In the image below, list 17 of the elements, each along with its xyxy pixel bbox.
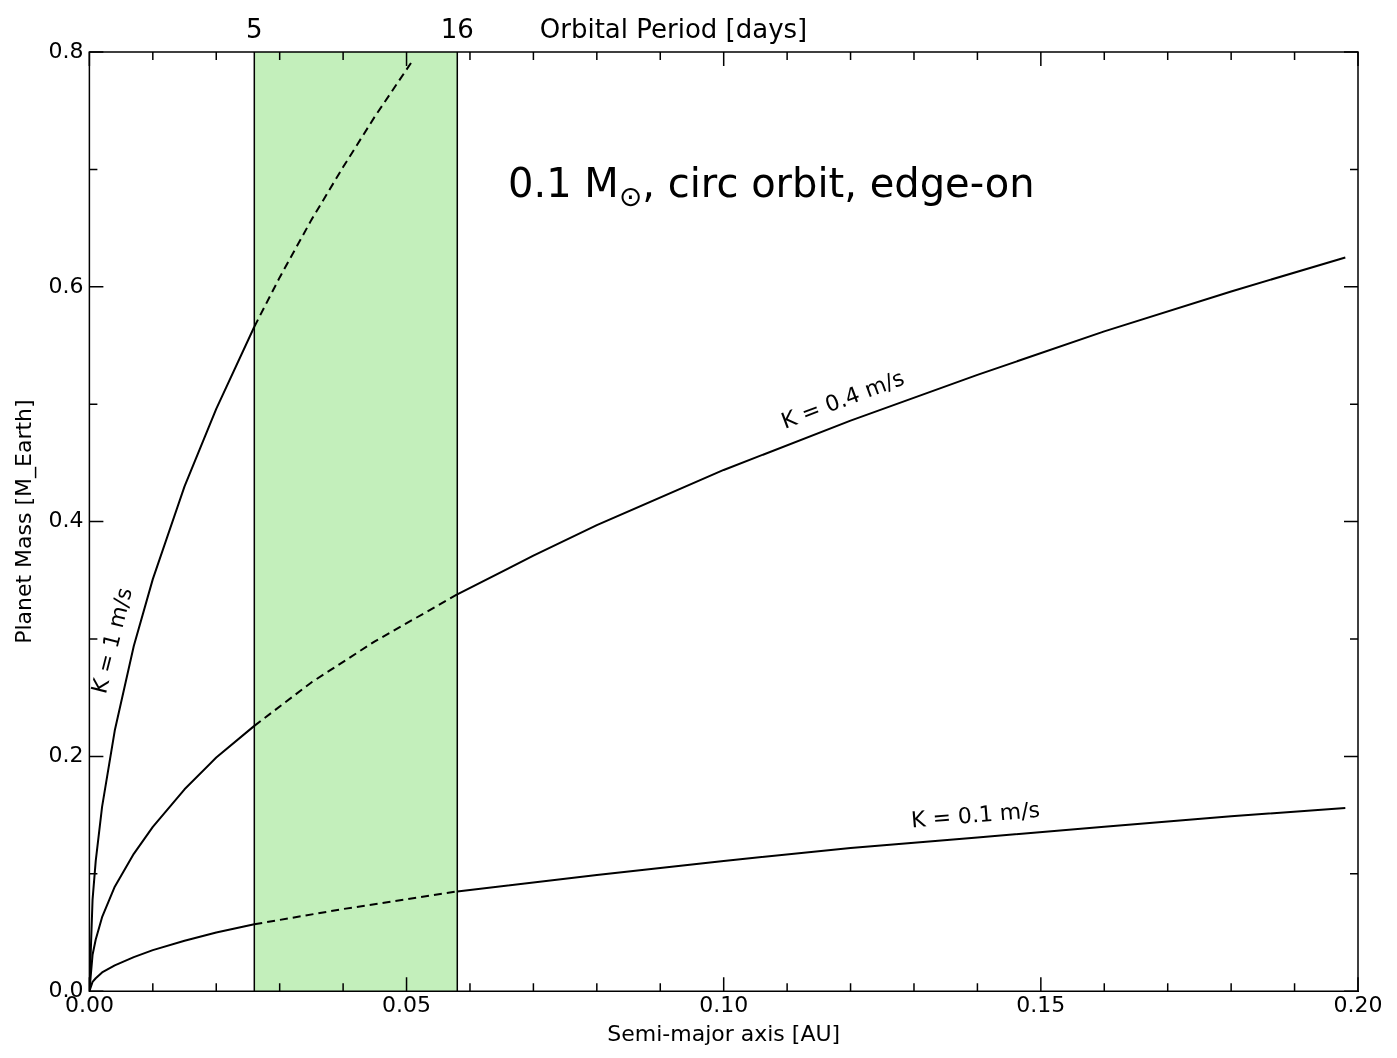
x-tick-label: 0.05 — [382, 992, 432, 1018]
text: K = 0.4 m/s — [777, 364, 908, 434]
annotation: 0.1 M⊙, circ orbit, edge-on — [508, 160, 1035, 214]
x-axis-title: Semi-major axis [AU] — [607, 1020, 841, 1046]
x-tick-label: 0.20 — [1333, 992, 1383, 1018]
x-tick-label: 0.15 — [1016, 992, 1066, 1018]
annotation: 5 — [246, 13, 263, 44]
y-axis-title: Planet Mass [M_Earth] — [10, 399, 37, 644]
y-tick-label: 0.6 — [48, 272, 84, 298]
annotation: 16 — [440, 13, 474, 44]
series-label: K = 0.1 m/s — [910, 796, 1041, 833]
text: K = 1 m/s — [86, 585, 137, 696]
y-tick-label: 0.8 — [48, 37, 84, 63]
text: Orbital Period [days] — [539, 13, 808, 44]
x-tick-label: 0.10 — [699, 992, 749, 1018]
y-tick-label: 0.4 — [48, 507, 84, 533]
y-tick-label: 0.2 — [48, 742, 84, 768]
